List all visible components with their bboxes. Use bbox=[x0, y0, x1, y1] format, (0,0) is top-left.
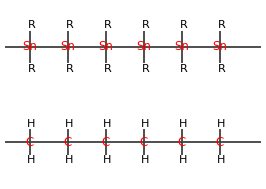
Text: H: H bbox=[179, 155, 187, 165]
Text: H: H bbox=[179, 119, 187, 129]
Text: H: H bbox=[103, 155, 111, 165]
Text: R: R bbox=[28, 20, 36, 30]
Text: R: R bbox=[142, 64, 150, 74]
Text: C: C bbox=[178, 136, 186, 149]
Text: R: R bbox=[218, 20, 226, 30]
Text: H: H bbox=[217, 155, 225, 165]
Text: R: R bbox=[28, 64, 36, 74]
Text: H: H bbox=[65, 155, 73, 165]
Text: R: R bbox=[218, 64, 226, 74]
Text: R: R bbox=[142, 20, 150, 30]
Text: R: R bbox=[180, 20, 188, 30]
Text: R: R bbox=[104, 64, 112, 74]
Text: H: H bbox=[217, 119, 225, 129]
Text: C: C bbox=[216, 136, 224, 149]
Text: R: R bbox=[66, 20, 74, 30]
Text: Sn: Sn bbox=[23, 40, 38, 53]
Text: H: H bbox=[27, 155, 35, 165]
Text: H: H bbox=[65, 119, 73, 129]
Text: H: H bbox=[103, 119, 111, 129]
Text: Sn: Sn bbox=[61, 40, 76, 53]
Text: Sn: Sn bbox=[99, 40, 113, 53]
Text: C: C bbox=[64, 136, 72, 149]
Text: H: H bbox=[141, 119, 149, 129]
Text: Sn: Sn bbox=[213, 40, 227, 53]
Text: Sn: Sn bbox=[136, 40, 151, 53]
Text: C: C bbox=[140, 136, 148, 149]
Text: H: H bbox=[27, 119, 35, 129]
Text: C: C bbox=[26, 136, 34, 149]
Text: R: R bbox=[104, 20, 112, 30]
Text: H: H bbox=[141, 155, 149, 165]
Text: C: C bbox=[102, 136, 110, 149]
Text: Sn: Sn bbox=[174, 40, 189, 53]
Text: R: R bbox=[66, 64, 74, 74]
Text: R: R bbox=[180, 64, 188, 74]
